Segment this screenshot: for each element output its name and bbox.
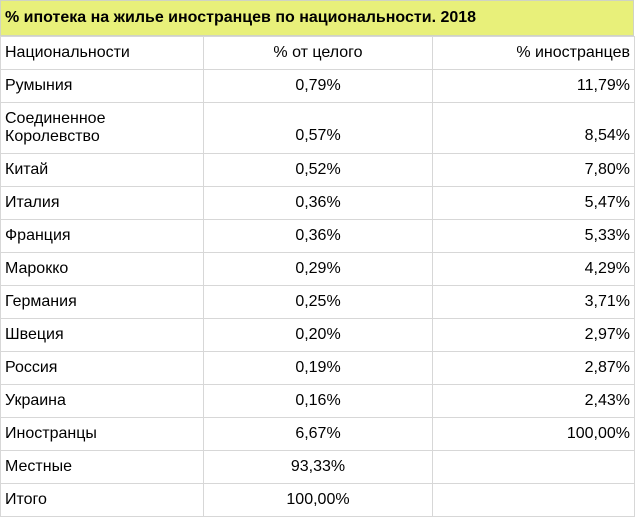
table-row: Италия 0,36% 5,47%: [0, 186, 635, 220]
table-row: Итого 100,00%: [0, 483, 635, 517]
share-of-total-cell: 0,19%: [203, 351, 433, 385]
share-of-foreigners-cell: 5,47%: [432, 186, 635, 220]
nationality-cell: Румыния: [0, 69, 204, 103]
mortgage-table: Национальности % от целого % иностранцев…: [0, 36, 635, 517]
table-title: % ипотека на жилье иностранцев по национ…: [0, 0, 634, 36]
share-of-foreigners-cell: 8,54%: [432, 102, 635, 154]
table-row: Франция 0,36% 5,33%: [0, 219, 635, 253]
share-of-foreigners-cell: 100,00%: [432, 417, 635, 451]
share-of-foreigners-cell: [432, 483, 635, 517]
nationality-cell: Итого: [0, 483, 204, 517]
share-of-foreigners-cell: 2,43%: [432, 384, 635, 418]
nationality-cell: Германия: [0, 285, 204, 319]
share-of-foreigners-cell: 7,80%: [432, 153, 635, 187]
share-of-total-cell: 0,57%: [203, 102, 433, 154]
share-of-foreigners-cell: 5,33%: [432, 219, 635, 253]
share-of-total-cell: 0,16%: [203, 384, 433, 418]
nationality-cell: Швеция: [0, 318, 204, 352]
share-of-foreigners-cell: [432, 450, 635, 484]
share-of-foreigners-cell: 2,97%: [432, 318, 635, 352]
share-of-total-cell: 0,79%: [203, 69, 433, 103]
nationality-cell: Россия: [0, 351, 204, 385]
share-of-foreigners-cell: 4,29%: [432, 252, 635, 286]
share-of-foreigners-cell: 2,87%: [432, 351, 635, 385]
table-row: Швеция 0,20% 2,97%: [0, 318, 635, 352]
header-share-of-total: % от целого: [203, 36, 433, 70]
nationality-cell: Франция: [0, 219, 204, 253]
nationality-cell: Иностранцы: [0, 417, 204, 451]
header-row: Национальности % от целого % иностранцев: [0, 36, 635, 70]
table-row: Германия 0,25% 3,71%: [0, 285, 635, 319]
share-of-total-cell: 0,52%: [203, 153, 433, 187]
table-row: Украина 0,16% 2,43%: [0, 384, 635, 418]
nationality-cell: Соединенное Королевство: [0, 102, 204, 154]
share-of-total-cell: 0,36%: [203, 186, 433, 220]
share-of-total-cell: 0,25%: [203, 285, 433, 319]
nationality-cell: Китай: [0, 153, 204, 187]
nationality-text: Соединенное Королевство: [5, 110, 106, 145]
table-row: Румыния 0,79% 11,79%: [0, 69, 635, 103]
nationality-cell: Италия: [0, 186, 204, 220]
nationality-cell: Марокко: [0, 252, 204, 286]
share-of-total-cell: 0,29%: [203, 252, 433, 286]
share-of-total-cell: 6,67%: [203, 417, 433, 451]
table-row: Соединенное Королевство 0,57% 8,54%: [0, 102, 635, 154]
nationality-cell: Украина: [0, 384, 204, 418]
table-row: Иностранцы 6,67% 100,00%: [0, 417, 635, 451]
header-nationality: Национальности: [0, 36, 204, 70]
table-row: Местные 93,33%: [0, 450, 635, 484]
share-of-total-cell: 93,33%: [203, 450, 433, 484]
header-share-of-foreigners: % иностранцев: [432, 36, 635, 70]
share-of-foreigners-cell: 3,71%: [432, 285, 635, 319]
table-row: Россия 0,19% 2,87%: [0, 351, 635, 385]
nationality-cell: Местные: [0, 450, 204, 484]
share-of-total-cell: 100,00%: [203, 483, 433, 517]
share-of-foreigners-cell: 11,79%: [432, 69, 635, 103]
share-of-total-cell: 0,36%: [203, 219, 433, 253]
share-of-total-cell: 0,20%: [203, 318, 433, 352]
table-row: Марокко 0,29% 4,29%: [0, 252, 635, 286]
table-row: Китай 0,52% 7,80%: [0, 153, 635, 187]
